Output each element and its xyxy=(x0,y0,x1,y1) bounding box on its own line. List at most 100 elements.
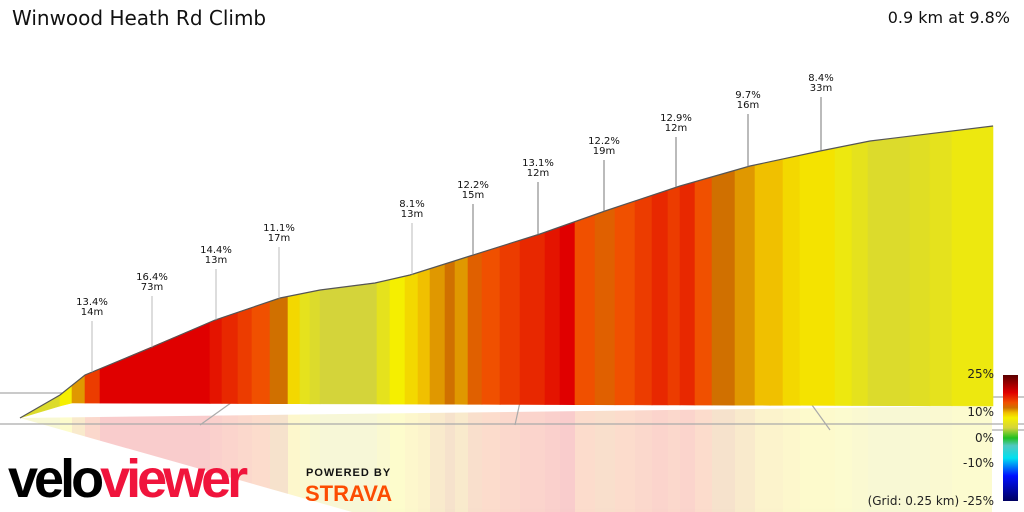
grid-line xyxy=(811,404,831,431)
reflection-strip xyxy=(735,406,756,512)
gradient-strip xyxy=(237,307,253,404)
reflection-strip xyxy=(445,406,456,512)
gradient-strip xyxy=(544,226,561,405)
annotation-gradient: 8.4% xyxy=(808,73,833,84)
reflection-strip xyxy=(500,406,521,512)
annotation-gradient: 16.4% xyxy=(136,272,168,283)
gradient-strip xyxy=(679,181,696,406)
annotation-gradient: 14.4% xyxy=(200,245,232,256)
profile-top-line xyxy=(19,125,994,419)
gradient-strip xyxy=(651,189,669,406)
gradient-strip xyxy=(251,300,271,404)
grid-line xyxy=(514,401,521,426)
gradient-strip xyxy=(444,260,456,405)
annotations: 13.4%14m16.4%73m14.4%13m11.1%17m8.1%13m1… xyxy=(76,73,834,373)
gradient-strip xyxy=(71,374,86,404)
annotation-gradient: 11.1% xyxy=(263,223,295,234)
reflection-strip xyxy=(430,406,446,512)
reflection-strip xyxy=(455,406,469,512)
gradient-strip xyxy=(574,214,596,406)
annotation-length: 19m xyxy=(593,146,615,157)
reflection-strip xyxy=(695,406,713,512)
gradient-strip xyxy=(951,125,994,407)
reflection-strip xyxy=(783,406,801,512)
reflection-strip xyxy=(852,406,869,512)
gradient-strip xyxy=(834,144,853,406)
reflection-strip xyxy=(545,406,561,512)
gradient-strip xyxy=(734,164,756,406)
gradient-strip xyxy=(799,147,836,406)
reflection-strip xyxy=(668,406,681,512)
powered-by-label: POWERED BY xyxy=(306,467,392,479)
annotation-length: 15m xyxy=(462,190,484,201)
reflection-strip xyxy=(405,406,419,512)
reflection-strip xyxy=(930,406,953,512)
reflection-strip xyxy=(680,406,696,512)
grid-label: (Grid: 0.25 km) xyxy=(867,494,960,508)
gradient-strip xyxy=(614,200,636,406)
legend-tick-0: 0% xyxy=(974,431,994,445)
annotation-gradient: 12.2% xyxy=(588,136,620,147)
annotation-length: 17m xyxy=(268,233,290,244)
reflection-strip xyxy=(712,406,736,512)
gradient-strip xyxy=(376,279,391,405)
reflection-strip xyxy=(910,406,931,512)
gradient-strip xyxy=(269,296,289,405)
annotation-length: 12m xyxy=(527,168,549,179)
gradient-strip xyxy=(429,263,446,405)
annotation-length: 73m xyxy=(141,282,163,293)
reflection-strip xyxy=(377,406,391,512)
gradient-strip xyxy=(769,158,784,406)
gradient-strip xyxy=(209,317,223,404)
gradient-strip xyxy=(319,282,378,405)
gradient-strip xyxy=(287,293,301,405)
annotation-gradient: 9.7% xyxy=(735,90,760,101)
gradient-strip xyxy=(99,321,211,404)
annotation-length: 33m xyxy=(810,83,832,94)
reflection-strip xyxy=(575,406,596,512)
legend-tick-minus25: (Grid: 0.25 km) -25% xyxy=(867,494,994,508)
gradient-strip xyxy=(929,130,953,407)
gradient-strip xyxy=(867,135,911,407)
reflection-strip xyxy=(482,406,501,512)
gradient-strip xyxy=(499,239,521,405)
reflection-strip xyxy=(390,406,406,512)
reflection-strip xyxy=(635,406,653,512)
veloviewer-logo[interactable]: veloviewer xyxy=(8,449,248,509)
climb-title: Winwood Heath Rd Climb xyxy=(12,6,267,30)
reflection-strip xyxy=(652,406,669,512)
reflection-strip xyxy=(468,406,483,512)
gradient-strip xyxy=(754,161,771,406)
reflection-strip xyxy=(252,406,271,512)
gradient-strip xyxy=(299,291,311,405)
legend-tick-10: 10% xyxy=(967,405,994,419)
annotation-length: 16m xyxy=(737,100,759,111)
gradient-strip xyxy=(711,169,736,406)
reflection-strip xyxy=(418,406,431,512)
reflection-strip xyxy=(310,406,321,512)
reflection-strip xyxy=(770,406,784,512)
gradient-strip xyxy=(417,268,431,405)
annotation-length: 14m xyxy=(81,307,103,318)
annotation-gradient: 12.9% xyxy=(660,113,692,124)
reflection-strip xyxy=(560,406,576,512)
reflection-strip xyxy=(615,406,636,512)
gradient-strip xyxy=(594,207,616,406)
reflection-strip xyxy=(300,406,311,512)
legend-tick-minus10: -10% xyxy=(962,456,994,470)
annotation-gradient: 13.4% xyxy=(76,297,108,308)
gradient-strip xyxy=(559,221,576,405)
gradient-strip xyxy=(667,185,681,406)
reflection-strip xyxy=(520,406,546,512)
gradient-strip xyxy=(909,133,931,407)
annotation-length: 13m xyxy=(401,209,423,220)
reflection-strip xyxy=(595,406,616,512)
annotation-length: 13m xyxy=(205,255,227,266)
annotation-length: 12m xyxy=(665,123,687,134)
gradient-strips xyxy=(19,125,994,419)
gradient-strip xyxy=(454,256,469,405)
strava-logo[interactable]: STRAVA xyxy=(305,481,393,506)
gradient-strip xyxy=(519,231,546,405)
gradient-strip xyxy=(782,154,801,406)
